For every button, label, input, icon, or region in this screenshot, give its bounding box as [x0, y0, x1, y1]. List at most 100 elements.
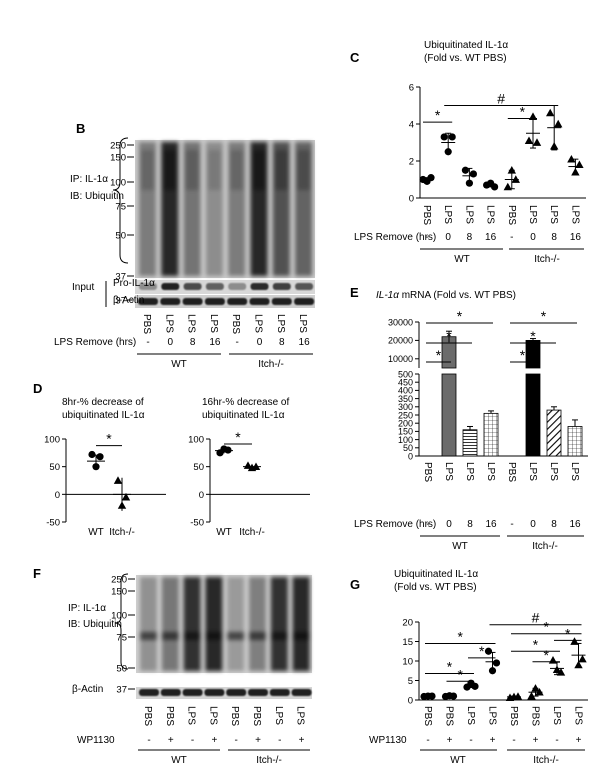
blot-f-lane-label-6: LPS — [273, 706, 284, 725]
chart-e-remove-2: 8 — [467, 519, 473, 530]
chart-c-remove-0: - — [425, 232, 428, 243]
chart-e-remove-values: - 0 8 16 - 0 8 16 — [426, 519, 581, 530]
chart-c-wt-label: WT — [454, 254, 470, 265]
blot-b-mw-0: 250 — [110, 141, 126, 152]
chart-e-remove-label: LPS Remove (hrs) — [354, 519, 436, 530]
panel-letter-c: C — [350, 50, 360, 65]
chart-e-remove-4: - — [510, 519, 513, 530]
chart-e-tick-label-lower-9: 450 — [398, 378, 413, 388]
chart-c-y-axis-tick-label-0: 0 — [409, 194, 414, 205]
blot-f-lane-label-2: LPS — [186, 706, 197, 725]
chart-c-remove-4: - — [510, 232, 513, 243]
blot-b-lane-label-0: PBS — [141, 314, 152, 334]
chart-d-left-y-axis-tick-label-1: 0 — [55, 490, 60, 501]
blot-b-lane-label-3: LPS — [208, 314, 219, 333]
blot-f-lane-4 — [227, 577, 245, 671]
blot-f-lane-2 — [183, 577, 201, 671]
chart-g-y-axis-tick-label-2: 10 — [402, 657, 413, 668]
chart-panel-d: D 8hr-% decrease of ubiquitinated IL-1α … — [33, 381, 310, 538]
blot-f-lane-1 — [161, 577, 179, 671]
blot-f-actin-band-7 — [291, 689, 312, 696]
blot-f-lane-3 — [205, 577, 223, 671]
chart-e-bar-6 — [546, 409, 562, 457]
blot-b-lane-smear-4 — [230, 150, 244, 190]
blot-b-actin-band-3 — [204, 298, 225, 305]
chart-e-bar-1 — [441, 373, 457, 457]
blot-b-pro-bands — [139, 283, 314, 290]
chart-e-itch-label: Itch-/- — [532, 541, 558, 552]
blot-f-lane-band-4 — [227, 632, 245, 640]
chart-e-sig-5-label: * — [541, 308, 547, 324]
chart-c-sig-2-label: # — [497, 91, 505, 107]
chart-e-wt-label: WT — [452, 541, 468, 552]
chart-e-tick-label-lower-0: 0 — [408, 451, 413, 461]
chart-c-sig-1-label: * — [520, 103, 526, 119]
chart-c-point-0-1-2 — [448, 133, 456, 141]
blot-f-wp-5: + — [255, 735, 261, 746]
chart-c-point-1-2-2 — [554, 119, 563, 128]
chart-c-point-0-2-2 — [469, 170, 477, 178]
blot-b-pro-label: Pro-IL-1α — [113, 278, 155, 289]
blot-f-wp-4: - — [235, 735, 238, 746]
chart-c-category-7: LPS — [569, 205, 580, 224]
chart-c-title-1: Ubiquitinated IL-1α — [424, 40, 508, 51]
chart-e-title: IL-1α mRNA (Fold vs. WT PBS) — [376, 290, 516, 301]
chart-g-category-5: PBS — [530, 706, 541, 726]
chart-e-category-1: LPS — [443, 462, 454, 481]
blot-b-ib-label: IB: Ubiquitin — [70, 191, 124, 202]
blot-f-lanes — [140, 577, 310, 671]
blot-f-actin-band-1 — [160, 689, 181, 696]
blot-b-pro-band-6 — [272, 283, 291, 290]
chart-d-right-plot: -50 0 50 100 * WT Itch-/- — [188, 429, 310, 538]
chart-g-point-0-2-2 — [471, 682, 479, 690]
blot-b-lanes — [139, 142, 313, 276]
chart-c-category-5: LPS — [527, 205, 538, 224]
chart-d-left-point-1-0 — [113, 476, 123, 484]
chart-e-sig-4-label: * — [530, 328, 536, 344]
chart-d-left-title-2: ubiquitinated IL-1α — [62, 410, 145, 421]
chart-e-bar-7 — [567, 426, 583, 457]
blot-b-actin-bands — [138, 298, 315, 305]
chart-g-wp-5: + — [533, 735, 539, 746]
blot-b-lane-labels: PBS LPS LPS LPS PBS LPS LPS LPS — [141, 314, 308, 334]
blot-b-pro-band-7 — [295, 283, 314, 290]
chart-e-sig-1-label: * — [446, 328, 452, 344]
chart-c-point-1-1-0 — [524, 136, 534, 145]
chart-g-point-0-3-2 — [492, 659, 501, 667]
blot-f-lane-0 — [140, 577, 157, 671]
chart-g-title-2: (Fold vs. WT PBS) — [394, 582, 477, 593]
chart-c-plot: 0 2 4 6 * * # PBS LPS LPS LPS PBS LPS LPS LPS — [409, 83, 586, 225]
blot-b-pro-band-5 — [250, 283, 269, 290]
blot-f-mw-4: 50 — [116, 664, 127, 675]
blot-f-actin-band-2 — [182, 689, 203, 696]
chart-g-y-axis-tick-label-1: 5 — [408, 676, 413, 687]
chart-c-point-0-1-0 — [440, 133, 448, 141]
chart-e-category-6: LPS — [548, 462, 559, 481]
blot-b-lane-label-4: PBS — [230, 314, 241, 334]
blot-f-lane-label-7: LPS — [295, 706, 306, 725]
chart-g-wp-0: - — [426, 735, 429, 746]
blot-f-mw-1: 150 — [111, 587, 127, 598]
blot-b-remove-label: LPS Remove (hrs) — [54, 337, 136, 348]
chart-d-right-category-0: WT — [216, 527, 232, 538]
chart-e-remove-0: - — [426, 519, 429, 530]
chart-c-point-1-2-0 — [546, 108, 555, 117]
blot-f-actin-band-0 — [139, 689, 159, 696]
blot-b-actin-band-6 — [271, 298, 292, 305]
chart-c-category-6: LPS — [548, 205, 559, 224]
blot-b-pro-band-4 — [228, 283, 247, 290]
blot-f-wp-0: - — [147, 735, 150, 746]
chart-g-wp-label: WP1130 — [369, 735, 407, 746]
chart-g-category-3: LPS — [487, 706, 498, 725]
chart-panel-e: E IL-1α mRNA (Fold vs. WT PBS) 050100150… — [350, 285, 588, 552]
blot-f-wp-values: - + - + - + - + — [147, 735, 304, 746]
chart-e-sig-3-label: * — [520, 347, 526, 363]
chart-d-right-point-0-2 — [224, 446, 232, 454]
blot-f-ib-label: IB: Ubiquitin — [68, 619, 122, 630]
chart-c-category-2: LPS — [463, 205, 474, 224]
blot-b-mw-6: 37 — [115, 296, 126, 307]
blot-b-lane-smear-6 — [274, 150, 288, 190]
chart-c-remove-5: 0 — [530, 232, 536, 243]
